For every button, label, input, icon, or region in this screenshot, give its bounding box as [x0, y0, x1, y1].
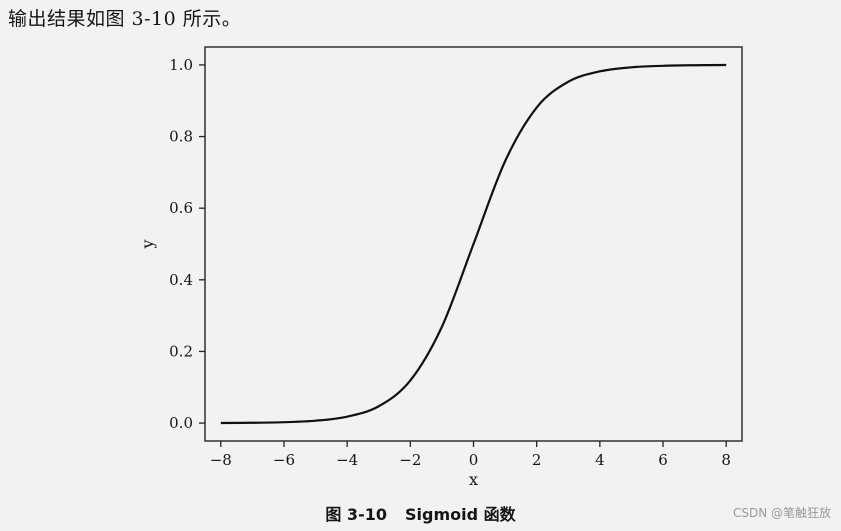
y-tick-label: 0.4 [169, 271, 193, 289]
x-tick-label: −8 [210, 451, 232, 469]
sigmoid-line [220, 63, 727, 425]
y-tick-label: 0.8 [169, 128, 193, 146]
x-tick-label: −2 [399, 451, 421, 469]
y-tick-label: 0.6 [169, 199, 193, 217]
x-tick-label: 6 [658, 451, 668, 469]
x-tick-label: 8 [721, 451, 731, 469]
x-tick-label: 0 [469, 451, 479, 469]
y-tick-label: 0.2 [169, 342, 193, 360]
figure-number: 图 3-10 [325, 505, 387, 524]
x-axis-label: x [469, 470, 478, 489]
y-tick-label: 1.0 [169, 56, 193, 74]
y-ticks: 0.0 0.2 0.4 0.6 0.8 1.0 [169, 56, 205, 432]
figure-caption: 图 3-10 Sigmoid 函数 [0, 501, 841, 525]
intro-text: 输出结果如图 3-10 所示。 [8, 8, 242, 30]
watermark: CSDN @笔触狂放 [732, 506, 831, 520]
x-tick-label: 2 [532, 451, 542, 469]
y-tick-label: 0.0 [169, 414, 193, 432]
x-tick-label: 4 [595, 451, 605, 469]
x-tick-label: −4 [336, 451, 358, 469]
figure-title: Sigmoid 函数 [404, 505, 516, 524]
x-ticks: −8 −6 −4 −2 0 2 4 6 8 [210, 441, 731, 469]
y-axis-label: y [138, 239, 157, 249]
x-tick-label: −6 [273, 451, 295, 469]
